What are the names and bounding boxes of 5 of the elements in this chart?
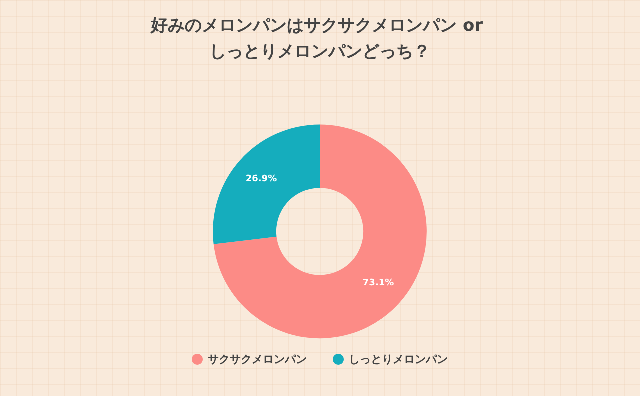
legend-label: しっとりメロンパン bbox=[349, 353, 448, 366]
data-label: 73.1% bbox=[362, 278, 394, 289]
chart-title: 好みのメロンパンはサクサクメロンパン or しっとりメロンパンどっち？ bbox=[150, 16, 489, 62]
data-label: 26.9% bbox=[246, 174, 278, 185]
legend-label: サクサクメロンパン bbox=[208, 353, 307, 366]
